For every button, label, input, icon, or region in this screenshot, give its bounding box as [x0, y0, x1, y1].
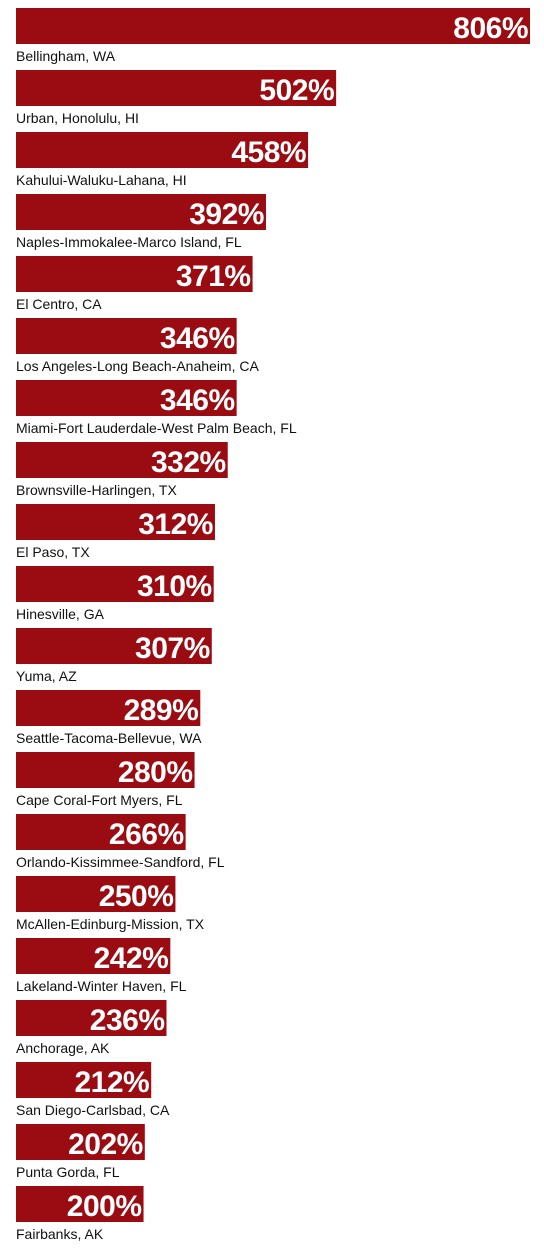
category-label: Los Angeles-Long Beach-Anaheim, CA [16, 358, 259, 374]
bar [16, 752, 195, 788]
value-label: 310% [137, 570, 212, 603]
bar [16, 194, 266, 230]
bar [16, 566, 214, 602]
category-label: Yuma, AZ [16, 668, 77, 684]
category-label: Urban, Honolulu, HI [16, 110, 139, 126]
bar [16, 8, 530, 44]
bar [16, 876, 176, 912]
bar [16, 318, 237, 354]
value-label: 371% [176, 260, 251, 293]
value-label: 202% [68, 1128, 143, 1161]
bar [16, 690, 201, 726]
value-label: 212% [74, 1066, 149, 1099]
value-label: 346% [160, 322, 235, 355]
value-label: 332% [151, 446, 226, 479]
value-label: 346% [160, 384, 235, 417]
category-label: Seattle-Tacoma-Bellevue, WA [16, 730, 202, 746]
category-label: Lakeland-Winter Haven, FL [16, 978, 187, 994]
category-label: Miami-Fort Lauderdale-West Palm Beach, F… [16, 420, 297, 436]
category-label: San Diego-Carlsbad, CA [16, 1102, 170, 1118]
bar [16, 1062, 152, 1098]
value-label: 250% [99, 880, 174, 913]
bar [16, 628, 212, 664]
bar [16, 132, 309, 168]
value-label: 392% [189, 198, 264, 231]
value-label: 289% [124, 694, 199, 727]
bar [16, 256, 253, 292]
value-label: 236% [90, 1004, 165, 1037]
bar [16, 1124, 145, 1160]
category-label: Bellingham, WA [16, 48, 116, 64]
category-label: El Paso, TX [16, 544, 90, 560]
value-label: 312% [138, 508, 213, 541]
category-label: Fairbanks, AK [16, 1226, 104, 1242]
value-label: 266% [109, 818, 184, 851]
bar [16, 1186, 144, 1222]
category-label: McAllen-Edinburg-Mission, TX [16, 916, 205, 932]
category-label: Anchorage, AK [16, 1040, 110, 1056]
category-label: Kahului-Waluku-Lahana, HI [16, 172, 187, 188]
value-label: 242% [94, 942, 169, 975]
bar [16, 814, 186, 850]
value-label: 806% [453, 12, 528, 45]
bar [16, 1000, 167, 1036]
value-label: 502% [259, 74, 334, 107]
value-label: 200% [67, 1190, 142, 1223]
value-label: 458% [231, 136, 306, 169]
bar [16, 504, 215, 540]
category-label: El Centro, CA [16, 296, 102, 312]
category-label: Naples-Immokalee-Marco Island, FL [16, 234, 242, 250]
category-label: Punta Gorda, FL [16, 1164, 120, 1180]
bar [16, 70, 337, 106]
category-label: Orlando-Kissimmee-Sandford, FL [16, 854, 225, 870]
category-label: Cape Coral-Fort Myers, FL [16, 792, 183, 808]
bar [16, 442, 228, 478]
value-label: 307% [135, 632, 210, 665]
category-label: Brownsville-Harlingen, TX [16, 482, 177, 498]
category-label: Hinesville, GA [16, 606, 105, 622]
bar [16, 380, 237, 416]
value-label: 280% [118, 756, 193, 789]
bar [16, 938, 171, 974]
